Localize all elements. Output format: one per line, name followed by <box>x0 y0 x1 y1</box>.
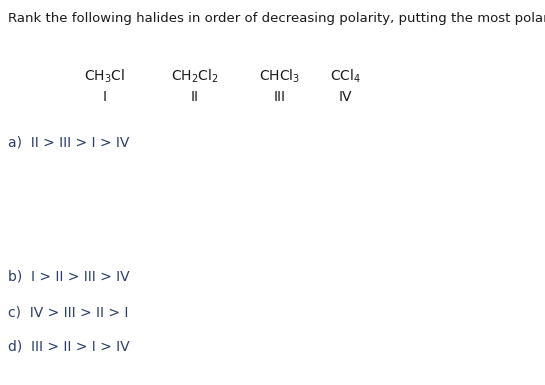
Text: CHCl$_3$: CHCl$_3$ <box>259 68 301 85</box>
Text: IV: IV <box>338 90 352 104</box>
Text: III: III <box>274 90 286 104</box>
Text: I: I <box>103 90 107 104</box>
Text: CH$_2$Cl$_2$: CH$_2$Cl$_2$ <box>171 68 219 85</box>
Text: c)  IV > III > II > I: c) IV > III > II > I <box>8 305 129 319</box>
Text: II: II <box>191 90 199 104</box>
Text: CH$_3$Cl: CH$_3$Cl <box>84 68 125 85</box>
Text: CCl$_4$: CCl$_4$ <box>330 68 360 85</box>
Text: Rank the following halides in order of decreasing polarity, putting the most pol: Rank the following halides in order of d… <box>8 12 545 25</box>
Text: b)  I > II > III > IV: b) I > II > III > IV <box>8 270 130 284</box>
Text: d)  III > II > I > IV: d) III > II > I > IV <box>8 340 130 354</box>
Text: a)  II > III > I > IV: a) II > III > I > IV <box>8 135 129 149</box>
